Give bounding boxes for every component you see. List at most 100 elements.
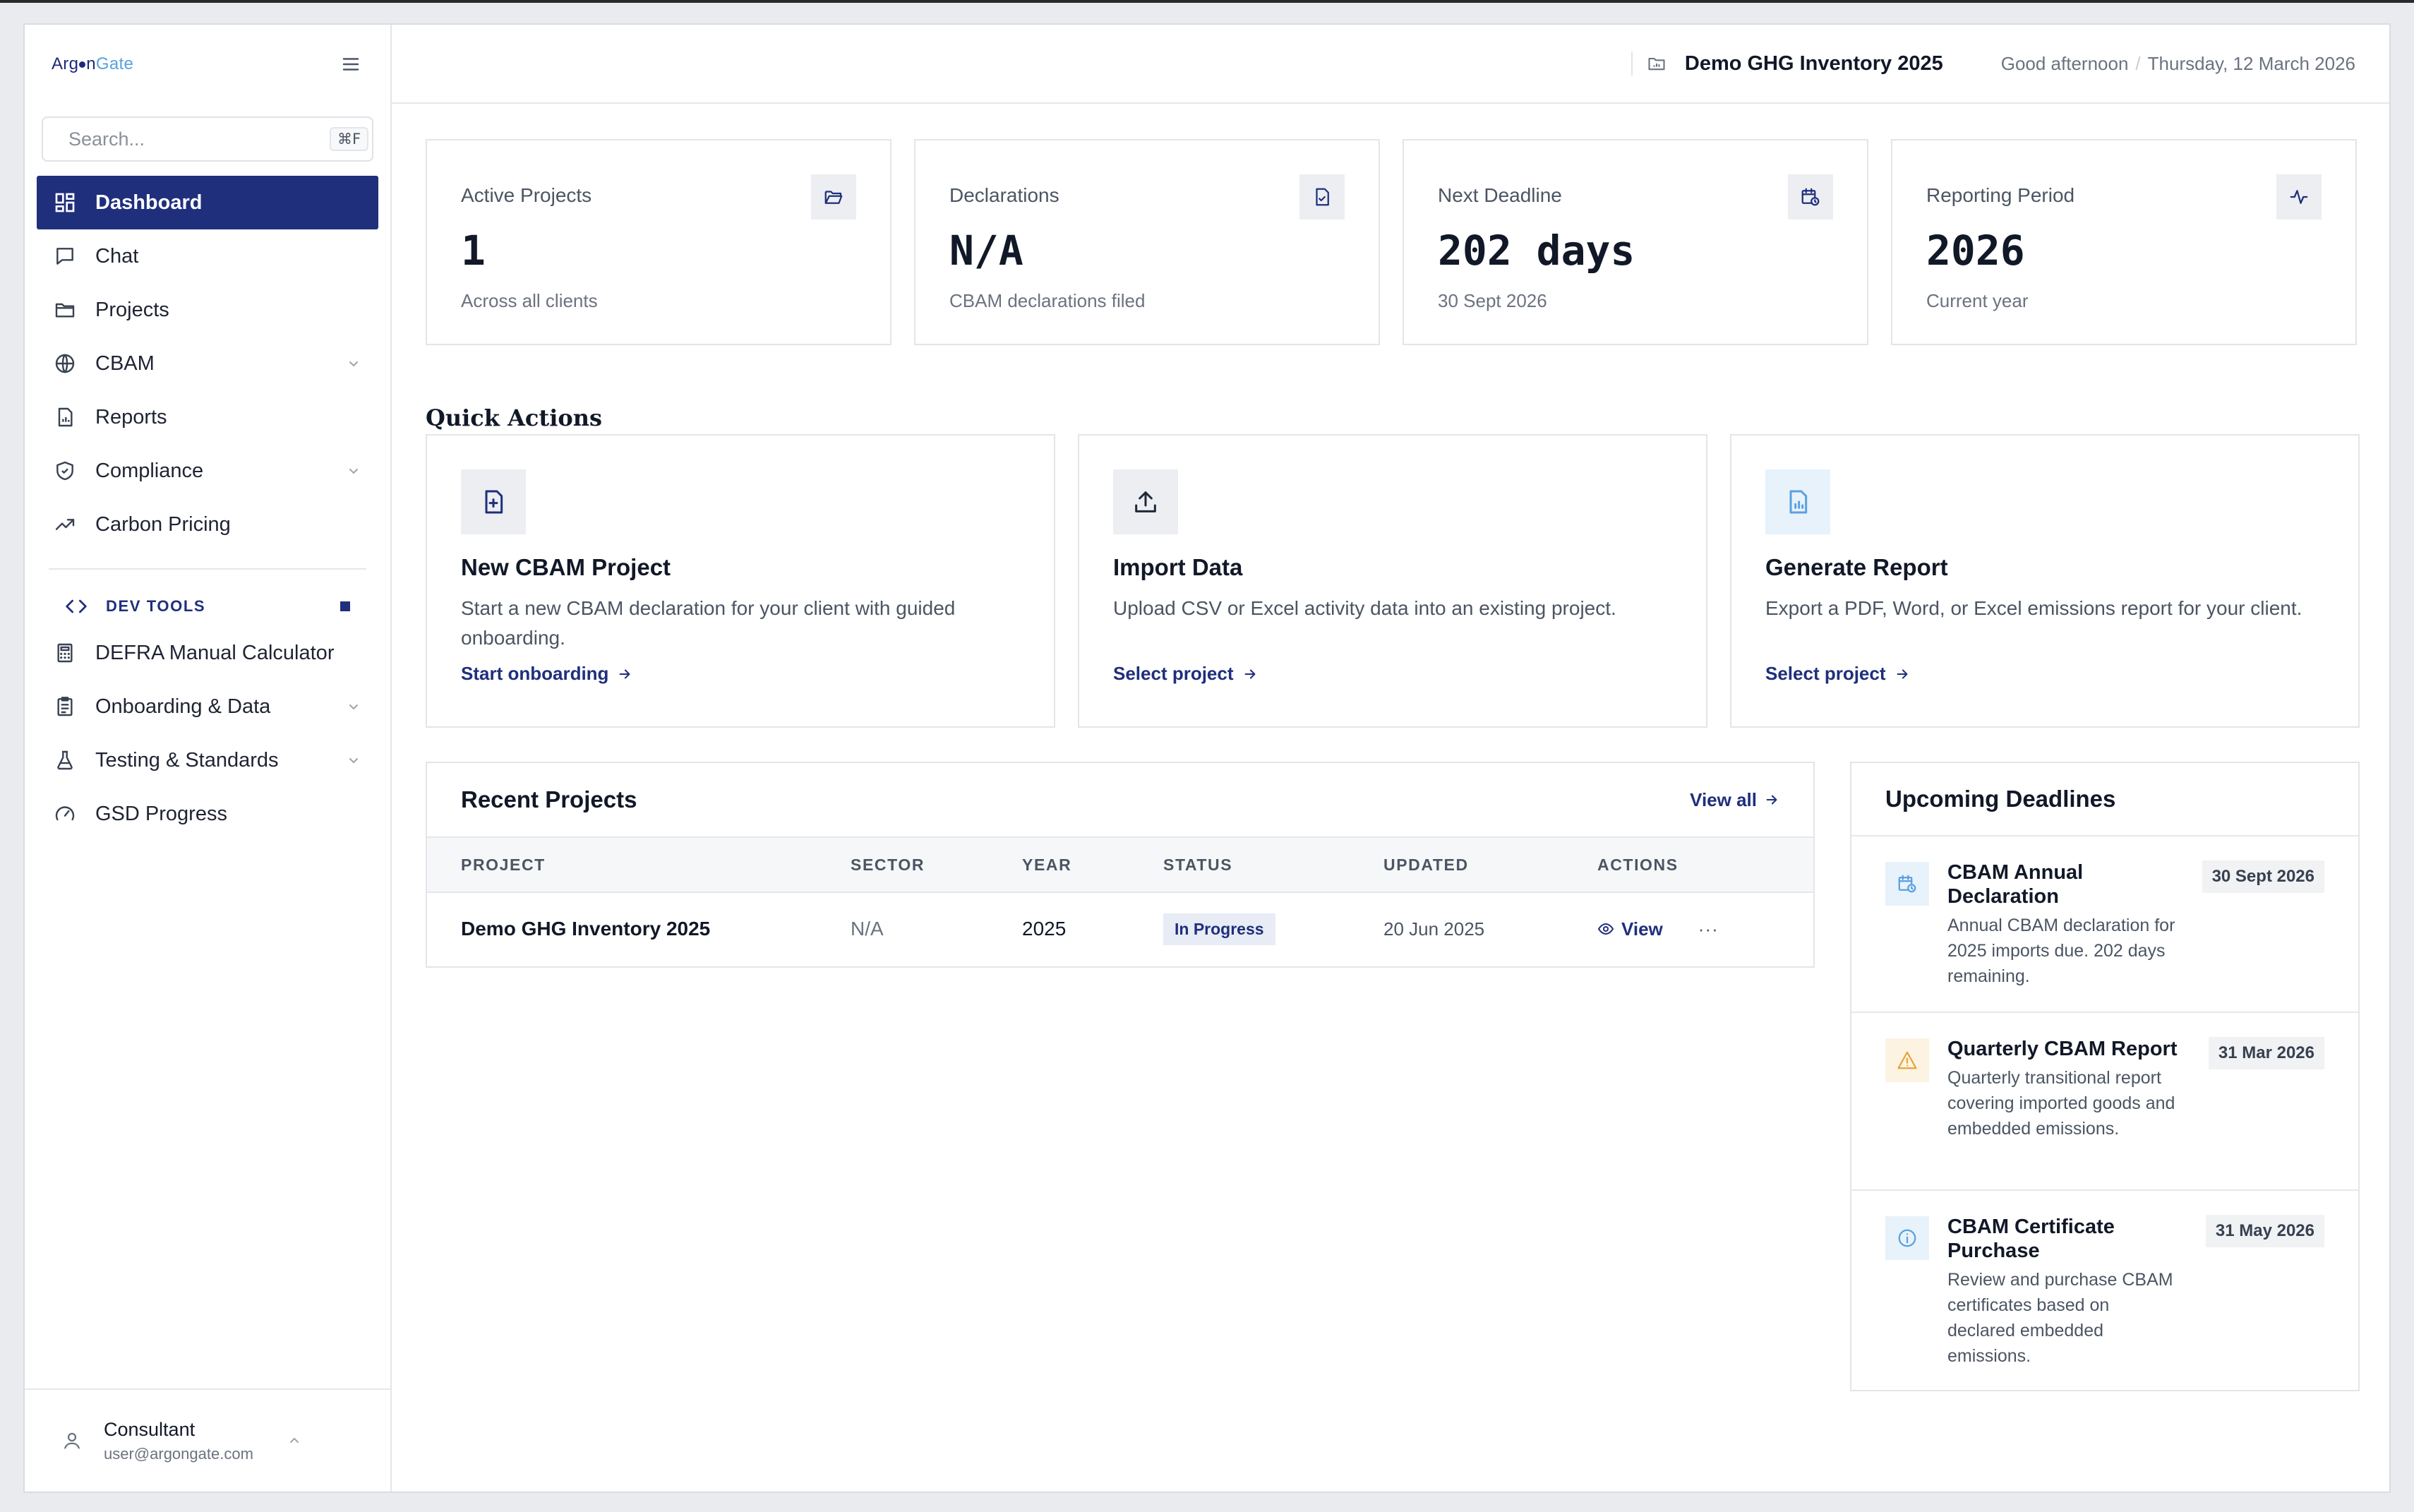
brand-text-middle: n [86, 54, 96, 73]
deadline-date-badge: 31 Mar 2026 [2208, 1037, 2324, 1069]
user-profile-footer[interactable]: Consultant user@argongate.com [25, 1388, 390, 1492]
hamburger-menu-button[interactable] [338, 52, 364, 77]
quick-action-new-cbam-project[interactable]: New CBAM Project Start a new CBAM declar… [426, 434, 1055, 728]
table-row[interactable]: Demo GHG Inventory 2025 N/A 2025 In Prog… [427, 893, 1813, 965]
sidebar-header: Arg nGate [25, 25, 390, 104]
current-project-selector[interactable]: Demo GHG Inventory 2025 [1647, 52, 1943, 76]
dev-tools-section-header[interactable]: DEV TOOLS [37, 587, 378, 626]
sidebar-item-testing-standards[interactable]: Testing & Standards [37, 733, 378, 787]
more-options-button[interactable]: ··· [1698, 918, 1719, 940]
report-file-icon [53, 405, 77, 429]
select-project-link[interactable]: Select project [1113, 663, 1672, 685]
deadline-item[interactable]: CBAM Annual Declaration Annual CBAM decl… [1851, 836, 2358, 1013]
dev-tools-label: DEV TOOLS [106, 597, 206, 615]
window-top-edge [0, 0, 2414, 3]
chevron-up-icon[interactable] [286, 1432, 303, 1449]
user-icon [64, 1432, 80, 1449]
dashboard-grid-icon [53, 191, 77, 215]
column-header-status[interactable]: STATUS [1163, 855, 1233, 874]
trending-up-icon [53, 512, 77, 536]
deadline-body: CBAM Certificate Purchase Review and pur… [1947, 1215, 2180, 1390]
sidebar-item-label: Carbon Pricing [95, 512, 231, 536]
quick-action-description: Start a new CBAM declaration for your cl… [461, 597, 956, 649]
deadline-date-badge: 31 May 2026 [2205, 1215, 2324, 1247]
brand-logo[interactable]: Arg nGate [52, 54, 133, 74]
cell-year: 2025 [1022, 918, 1067, 940]
quick-actions-heading: Quick Actions [426, 404, 602, 431]
sidebar-item-chat[interactable]: Chat [37, 229, 378, 283]
quick-action-description: Upload CSV or Excel activity data into a… [1113, 597, 1616, 619]
column-header-project[interactable]: PROJECT [461, 855, 546, 874]
deadline-date-badge: 30 Sept 2026 [2202, 860, 2324, 893]
select-project-link[interactable]: Select project [1765, 663, 2324, 685]
deadline-title: CBAM Annual Declaration [1947, 861, 2084, 908]
sidebar-item-label: GSD Progress [95, 802, 227, 825]
sidebar-item-cbam[interactable]: CBAM [37, 337, 378, 390]
calendar-clock-icon [1788, 174, 1833, 220]
sidebar-item-gsd-progress[interactable]: GSD Progress [37, 787, 378, 841]
sidebar-item-label: Reports [95, 405, 167, 428]
stat-card-declarations[interactable]: Declarations N/A CBAM declarations filed [914, 139, 1380, 345]
quick-action-title: Import Data [1113, 554, 1243, 580]
arrow-right-icon [620, 668, 630, 679]
user-email: user@argongate.com [104, 1444, 253, 1463]
chevron-down-icon[interactable] [345, 752, 362, 769]
view-all-label: View all [1690, 788, 1757, 810]
stat-card-next-deadline[interactable]: Next Deadline 202 days 30 Sept 2026 [1403, 139, 1868, 345]
sidebar-item-compliance[interactable]: Compliance [37, 444, 378, 498]
status-badge: In Progress [1163, 913, 1275, 945]
sidebar-nav: Dashboard Chat Projects CBAM [25, 176, 390, 841]
eye-icon [1597, 923, 1614, 935]
column-header-updated[interactable]: UPDATED [1383, 855, 1469, 874]
quick-action-generate-report[interactable]: Generate Report Export a PDF, Word, or E… [1730, 434, 2360, 728]
chevron-down-icon[interactable] [345, 698, 362, 715]
chat-bubble-icon [53, 244, 77, 268]
greeting-separator: / [2135, 52, 2141, 74]
sidebar-item-dashboard[interactable]: Dashboard [37, 176, 378, 229]
table-header: PROJECT SECTOR YEAR STATUS UPDATED ACTIO… [427, 836, 1813, 893]
stat-card-reporting-period[interactable]: Reporting Period 2026 Current year [1891, 139, 2357, 345]
greeting-text: Good afternoon [2000, 52, 2129, 74]
stat-subtext: CBAM declarations filed [949, 290, 1146, 311]
calculator-icon [53, 641, 77, 665]
column-header-year[interactable]: YEAR [1022, 855, 1072, 874]
column-header-sector[interactable]: SECTOR [851, 855, 925, 874]
search-box[interactable]: ⌘F [42, 116, 373, 162]
cell-actions: View ··· [1597, 918, 1813, 940]
dev-tools-indicator [340, 601, 350, 611]
brand-dot [79, 61, 86, 68]
view-button-label: View [1621, 918, 1663, 940]
sidebar-item-projects[interactable]: Projects [37, 283, 378, 337]
folder-open-icon [811, 174, 856, 220]
sidebar-item-onboarding-data[interactable]: Onboarding & Data [37, 680, 378, 733]
stat-card-active-projects[interactable]: Active Projects 1 Across all clients [426, 139, 891, 345]
search-input[interactable] [68, 128, 318, 150]
sidebar-item-defra-calculator[interactable]: DEFRA Manual Calculator [37, 626, 378, 680]
sidebar-item-reports[interactable]: Reports [37, 390, 378, 444]
sidebar-item-carbon-pricing[interactable]: Carbon Pricing [37, 498, 378, 551]
start-onboarding-link[interactable]: Start onboarding [461, 663, 1020, 685]
deadline-item[interactable]: CBAM Certificate Purchase Review and pur… [1851, 1191, 2358, 1390]
stat-label: Next Deadline [1438, 184, 1562, 206]
flask-icon [53, 748, 77, 772]
brand-text-end: Gate [95, 54, 134, 73]
view-button[interactable]: View [1597, 918, 1663, 940]
deadline-title: CBAM Certificate Purchase [1947, 1216, 2115, 1262]
globe-icon [53, 352, 77, 376]
view-all-link[interactable]: View all [1690, 789, 1779, 811]
stat-label: Active Projects [461, 184, 592, 206]
cell-project[interactable]: Demo GHG Inventory 2025 [461, 918, 711, 940]
deadline-body: Quarterly CBAM Report Quarterly transiti… [1947, 1037, 2180, 1189]
chevron-down-icon[interactable] [345, 355, 362, 372]
code-brackets-icon [66, 599, 87, 613]
sidebar-item-label: CBAM [95, 352, 155, 375]
quick-action-link-label: Select project [1113, 663, 1234, 684]
deadline-body: CBAM Annual Declaration Annual CBAM decl… [1947, 860, 2180, 1012]
quick-action-import-data[interactable]: Import Data Upload CSV or Excel activity… [1078, 434, 1707, 728]
deadline-item[interactable]: Quarterly CBAM Report Quarterly transiti… [1851, 1013, 2358, 1191]
arrow-right-icon [1766, 795, 1777, 805]
sidebar-item-label: Onboarding & Data [95, 695, 271, 718]
arrow-right-icon [1897, 668, 1907, 679]
chevron-down-icon[interactable] [345, 462, 362, 479]
